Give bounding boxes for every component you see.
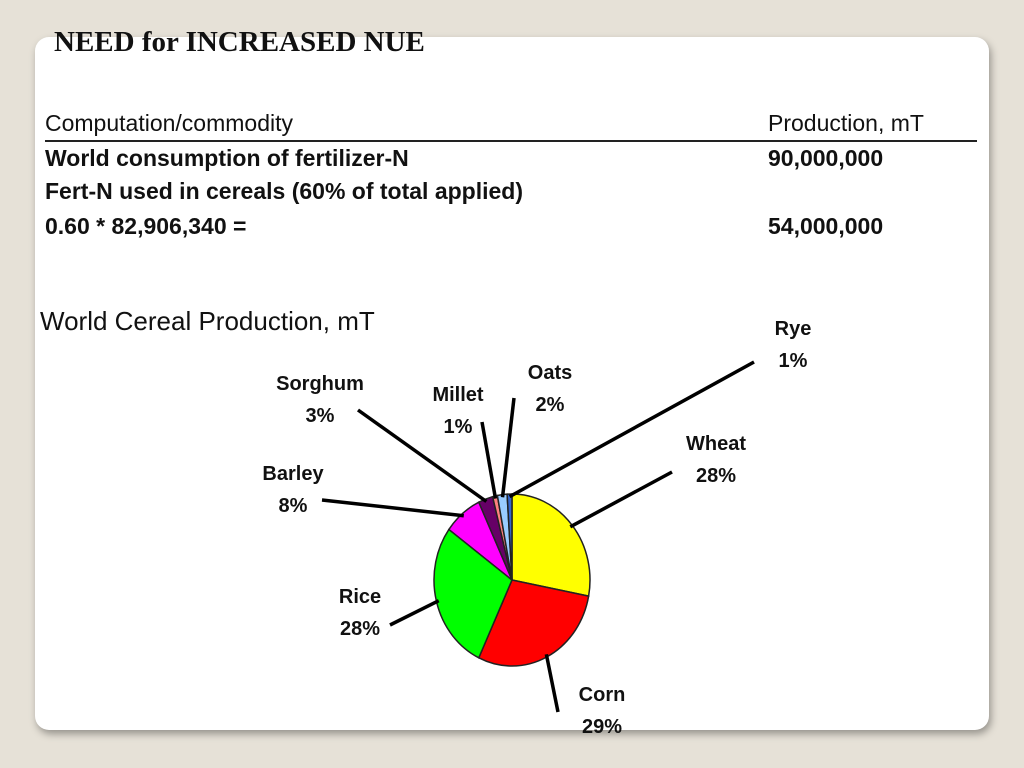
slide-title: NEED for INCREASED NUE <box>54 26 425 58</box>
slice-value-rye: 1% <box>779 350 808 372</box>
table-cell-production: 54,000,000 <box>768 213 884 239</box>
table-header-production: Production, mT <box>768 110 924 136</box>
leader-line-wheat <box>569 470 673 529</box>
leader-line-sorghum <box>356 408 488 503</box>
slice-value-corn: 29% <box>582 716 622 738</box>
leader-line-corn <box>544 653 560 713</box>
slice-label-sorghum: Sorghum <box>276 373 364 395</box>
table-header-row: Computation/commodity Production, mT <box>45 110 977 142</box>
slice-value-sorghum: 3% <box>306 405 335 427</box>
slice-label-wheat: Wheat <box>686 433 746 455</box>
table-row: Fert-N used in cereals (60% of total app… <box>45 178 977 210</box>
pie-slice-wheat <box>511 493 591 598</box>
slice-label-rice: Rice <box>339 586 381 608</box>
leader-line-rice <box>389 599 440 627</box>
table-row: 0.60 * 82,906,340 = 54,000,000 <box>45 213 977 245</box>
leader-line-millet <box>480 421 498 499</box>
leader-line-barley <box>321 498 464 518</box>
slice-label-barley: Barley <box>262 463 324 485</box>
slice-label-corn: Corn <box>579 684 626 706</box>
chart-title: World Cereal Production, mT <box>40 306 375 336</box>
table-cell-commodity: 0.60 * 82,906,340 = <box>45 213 247 239</box>
table-cell-commodity: Fert-N used in cereals (60% of total app… <box>45 178 523 204</box>
leader-line-oats <box>500 397 516 498</box>
table-cell-production: 90,000,000 <box>768 145 884 171</box>
slice-label-oats: Oats <box>528 362 572 384</box>
slice-label-millet: Millet <box>432 384 483 406</box>
leader-line-rye <box>508 360 755 499</box>
slice-value-barley: 8% <box>279 495 308 517</box>
table-cell-commodity: World consumption of fertilizer-N <box>45 145 409 171</box>
slice-value-rice: 28% <box>340 618 380 640</box>
slice-value-wheat: 28% <box>696 465 736 487</box>
slice-value-oats: 2% <box>536 394 565 416</box>
slice-label-rye: Rye <box>775 318 812 340</box>
table-row: World consumption of fertilizer-N 90,000… <box>45 145 977 177</box>
table-header-commodity: Computation/commodity <box>45 110 293 136</box>
slice-value-millet: 1% <box>444 416 473 438</box>
